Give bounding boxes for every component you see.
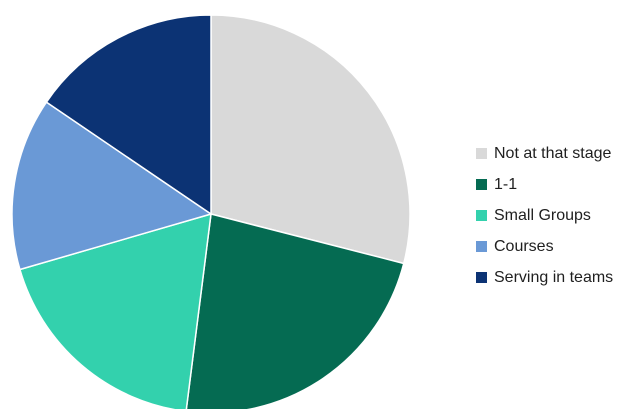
- pie-slice-1-1: [185, 213, 405, 409]
- legend-label-small-groups: Small Groups: [494, 206, 591, 224]
- legend-item-serving-in-teams: Serving in teams: [476, 262, 632, 293]
- legend-label-1-1: 1-1: [494, 175, 518, 193]
- pie-slice-serving-in-teams: [45, 14, 212, 215]
- legend-swatch-courses: [476, 241, 487, 252]
- legend-label-not-at-that-stage: Not at that stage: [494, 144, 612, 162]
- legend-swatch-small-groups: [476, 210, 487, 221]
- chart-legend: Not at that stage 1-1 Small Groups Cours…: [476, 138, 632, 293]
- legend-item-not-at-that-stage: Not at that stage: [476, 138, 632, 169]
- pie-slice-small-groups: [19, 213, 212, 409]
- legend-swatch-serving-in-teams: [476, 272, 487, 283]
- pie-slice-courses: [11, 101, 212, 271]
- legend-swatch-1-1: [476, 179, 487, 190]
- legend-item-small-groups: Small Groups: [476, 200, 632, 231]
- legend-label-serving-in-teams: Serving in teams: [494, 268, 614, 286]
- legend-item-1-1: 1-1: [476, 169, 632, 200]
- legend-swatch-not-at-that-stage: [476, 148, 487, 159]
- pie-slice-not-at-that-stage: [210, 14, 411, 265]
- legend-label-courses: Courses: [494, 237, 554, 255]
- legend-item-courses: Courses: [476, 231, 632, 262]
